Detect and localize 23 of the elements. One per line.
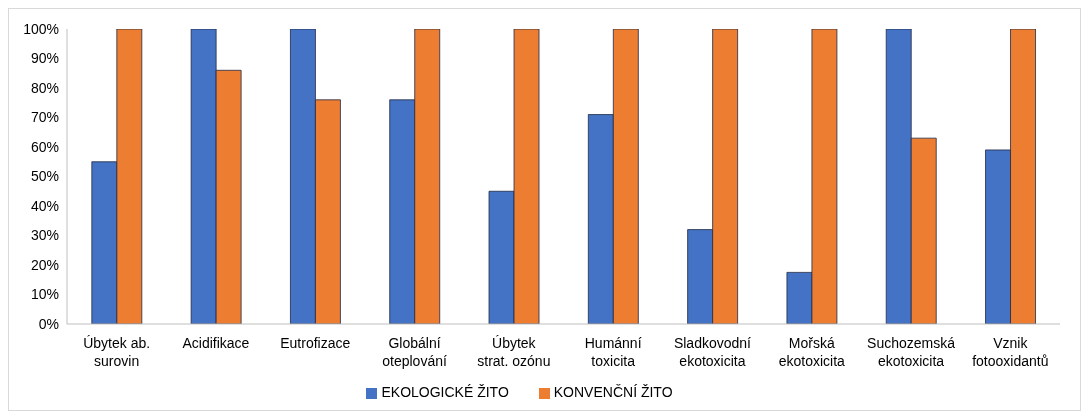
- x-tick-label: Sladkovodní ekotoxicita: [673, 335, 752, 369]
- x-tick-label: Vznik fotooxidantů: [972, 335, 1049, 369]
- y-tick-label: 30%: [30, 227, 59, 244]
- x-tick-label: Globální oteplování: [382, 335, 447, 369]
- x-tick-label: Úbytek strat. ozónu: [477, 335, 551, 369]
- y-tick-label: 40%: [30, 197, 59, 214]
- x-tick-label: Eutrofizace: [280, 335, 351, 351]
- y-tick-label: 60%: [30, 138, 59, 155]
- x-tick-label: Úbytek ab. surovin: [83, 335, 151, 369]
- x-tick-label: Mořská ekotoxicita: [778, 335, 846, 369]
- x-tick-label: Suchozemská ekotoxicita: [867, 335, 956, 369]
- y-tick-label: 0%: [38, 315, 59, 332]
- y-tick-label: 80%: [30, 79, 59, 96]
- y-tick-label: 70%: [30, 109, 59, 126]
- y-tick-label: 50%: [30, 168, 59, 185]
- legend-label: EKOLOGICKÉ ŽITO: [381, 384, 509, 400]
- y-tick-label: 20%: [30, 256, 59, 273]
- x-tick-label: Humánní toxicita: [584, 335, 642, 369]
- y-tick-label: 10%: [30, 286, 59, 303]
- legend-label: KONVENČNÍ ŽITO: [553, 384, 673, 400]
- y-tick-label: 100%: [23, 20, 59, 37]
- x-tick-label: Acidifikace: [182, 335, 250, 351]
- y-tick-label: 90%: [30, 50, 59, 67]
